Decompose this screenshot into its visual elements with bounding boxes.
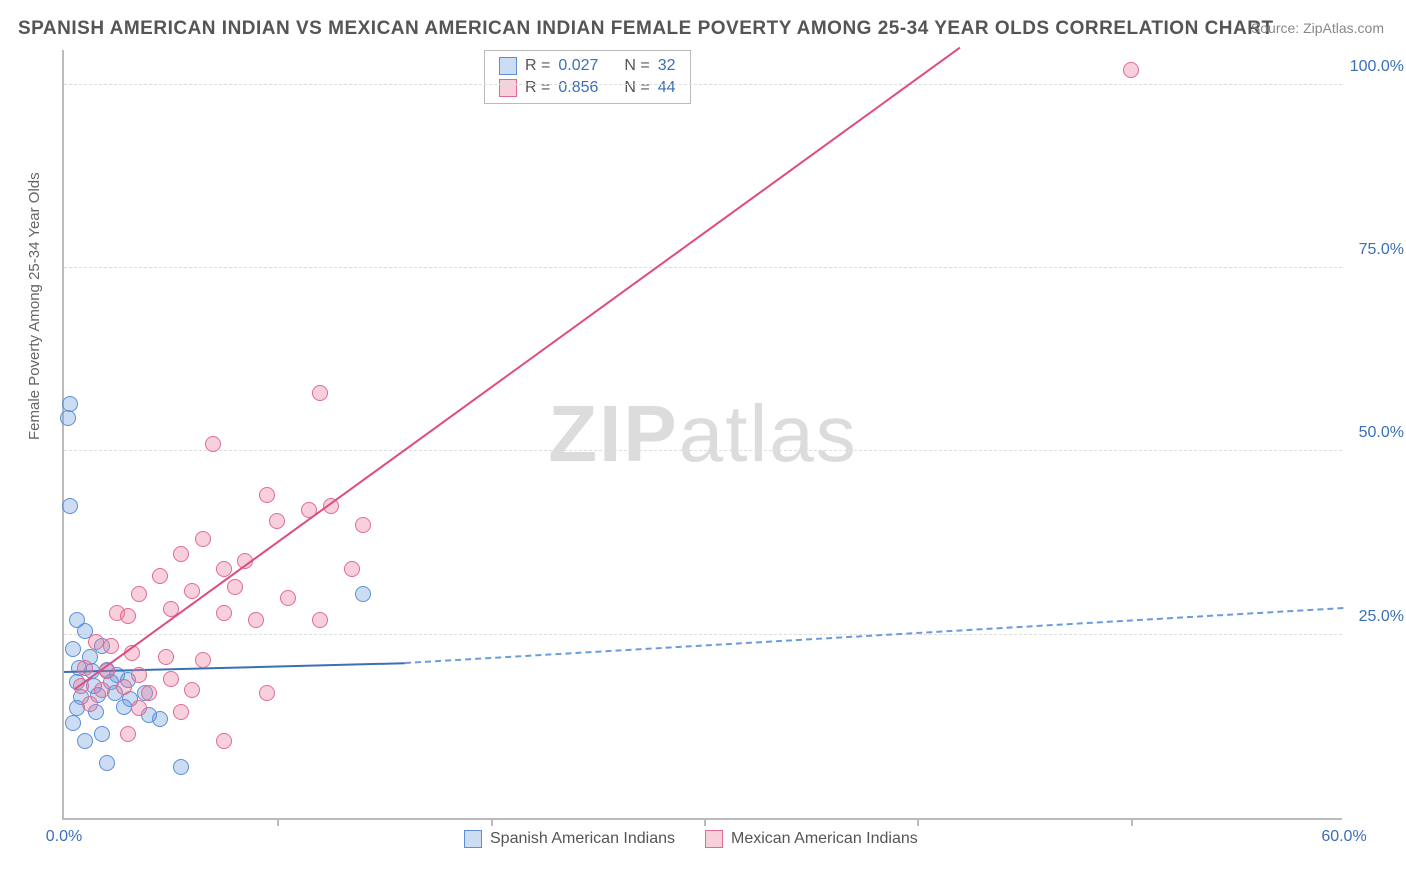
- x-minor-tick: [704, 818, 706, 826]
- data-point: [312, 612, 328, 628]
- data-point: [99, 755, 115, 771]
- data-point: [120, 608, 136, 624]
- n-value-mexican: 44: [658, 79, 676, 97]
- data-point: [173, 704, 189, 720]
- data-point: [163, 671, 179, 687]
- correlation-legend: R = 0.027 N = 32 R = 0.856 N = 44: [484, 50, 691, 104]
- series-legend: Spanish American Indians Mexican America…: [464, 830, 918, 848]
- x-tick-label: 0.0%: [46, 828, 82, 846]
- data-point: [152, 568, 168, 584]
- legend-item-spanish: Spanish American Indians: [464, 830, 675, 848]
- data-point: [131, 586, 147, 602]
- data-point: [131, 667, 147, 683]
- watermark-light: atlas: [679, 389, 858, 478]
- data-point: [173, 759, 189, 775]
- data-point: [131, 700, 147, 716]
- y-axis-title: Female Poverty Among 25-34 Year Olds: [26, 172, 43, 440]
- gridline-h: [64, 84, 1342, 85]
- data-point: [248, 612, 264, 628]
- data-point: [227, 579, 243, 595]
- n-label: N =: [624, 57, 649, 75]
- data-point: [1123, 62, 1139, 78]
- data-point: [62, 396, 78, 412]
- swatch-spanish: [499, 57, 517, 75]
- r-label: R =: [525, 79, 550, 97]
- x-tick-label: 60.0%: [1321, 828, 1366, 846]
- data-point: [195, 652, 211, 668]
- data-point: [60, 410, 76, 426]
- data-point: [184, 682, 200, 698]
- source-label: Source:: [1251, 20, 1303, 36]
- n-label: N =: [624, 79, 649, 97]
- x-minor-tick: [277, 818, 279, 826]
- data-point: [62, 498, 78, 514]
- data-point: [77, 660, 93, 676]
- trend-line: [74, 46, 961, 689]
- data-point: [312, 385, 328, 401]
- n-value-spanish: 32: [658, 57, 676, 75]
- plot-area: ZIPatlas R = 0.027 N = 32 R = 0.856 N = …: [62, 50, 1342, 820]
- data-point: [120, 726, 136, 742]
- data-point: [184, 583, 200, 599]
- x-minor-tick: [917, 818, 919, 826]
- data-point: [269, 513, 285, 529]
- legend-row-mexican: R = 0.856 N = 44: [499, 77, 676, 99]
- data-point: [158, 649, 174, 665]
- legend-row-spanish: R = 0.027 N = 32: [499, 55, 676, 77]
- watermark-bold: ZIP: [548, 389, 678, 478]
- data-point: [88, 634, 104, 650]
- data-point: [355, 586, 371, 602]
- data-point: [344, 561, 360, 577]
- data-point: [216, 733, 232, 749]
- y-tick-label: 50.0%: [1349, 424, 1404, 442]
- data-point: [94, 682, 110, 698]
- data-point: [280, 590, 296, 606]
- y-tick-label: 25.0%: [1349, 608, 1404, 626]
- data-point: [259, 487, 275, 503]
- source-attribution: Source: ZipAtlas.com: [1251, 20, 1384, 36]
- x-minor-tick: [1131, 818, 1133, 826]
- watermark: ZIPatlas: [548, 388, 857, 480]
- data-point: [259, 685, 275, 701]
- data-point: [195, 531, 211, 547]
- data-point: [65, 641, 81, 657]
- r-label: R =: [525, 57, 550, 75]
- y-tick-label: 100.0%: [1349, 58, 1404, 76]
- data-point: [65, 715, 81, 731]
- swatch-mexican: [705, 830, 723, 848]
- y-tick-label: 75.0%: [1349, 241, 1404, 259]
- data-point: [173, 546, 189, 562]
- data-point: [94, 726, 110, 742]
- data-point: [141, 685, 157, 701]
- data-point: [103, 638, 119, 654]
- data-point: [216, 605, 232, 621]
- series-label-spanish: Spanish American Indians: [490, 830, 675, 848]
- data-point: [116, 679, 132, 695]
- r-value-mexican: 0.856: [558, 79, 598, 97]
- swatch-spanish: [464, 830, 482, 848]
- series-label-mexican: Mexican American Indians: [731, 830, 918, 848]
- gridline-h: [64, 450, 1342, 451]
- trend-line: [405, 607, 1344, 664]
- gridline-h: [64, 267, 1342, 268]
- legend-item-mexican: Mexican American Indians: [705, 830, 918, 848]
- data-point: [116, 699, 132, 715]
- chart-title: SPANISH AMERICAN INDIAN VS MEXICAN AMERI…: [18, 18, 1274, 40]
- data-point: [77, 733, 93, 749]
- data-point: [82, 696, 98, 712]
- data-point: [355, 517, 371, 533]
- gridline-h: [64, 634, 1342, 635]
- swatch-mexican: [499, 79, 517, 97]
- x-minor-tick: [491, 818, 493, 826]
- r-value-spanish: 0.027: [558, 57, 598, 75]
- data-point: [205, 436, 221, 452]
- source-value: ZipAtlas.com: [1303, 20, 1384, 36]
